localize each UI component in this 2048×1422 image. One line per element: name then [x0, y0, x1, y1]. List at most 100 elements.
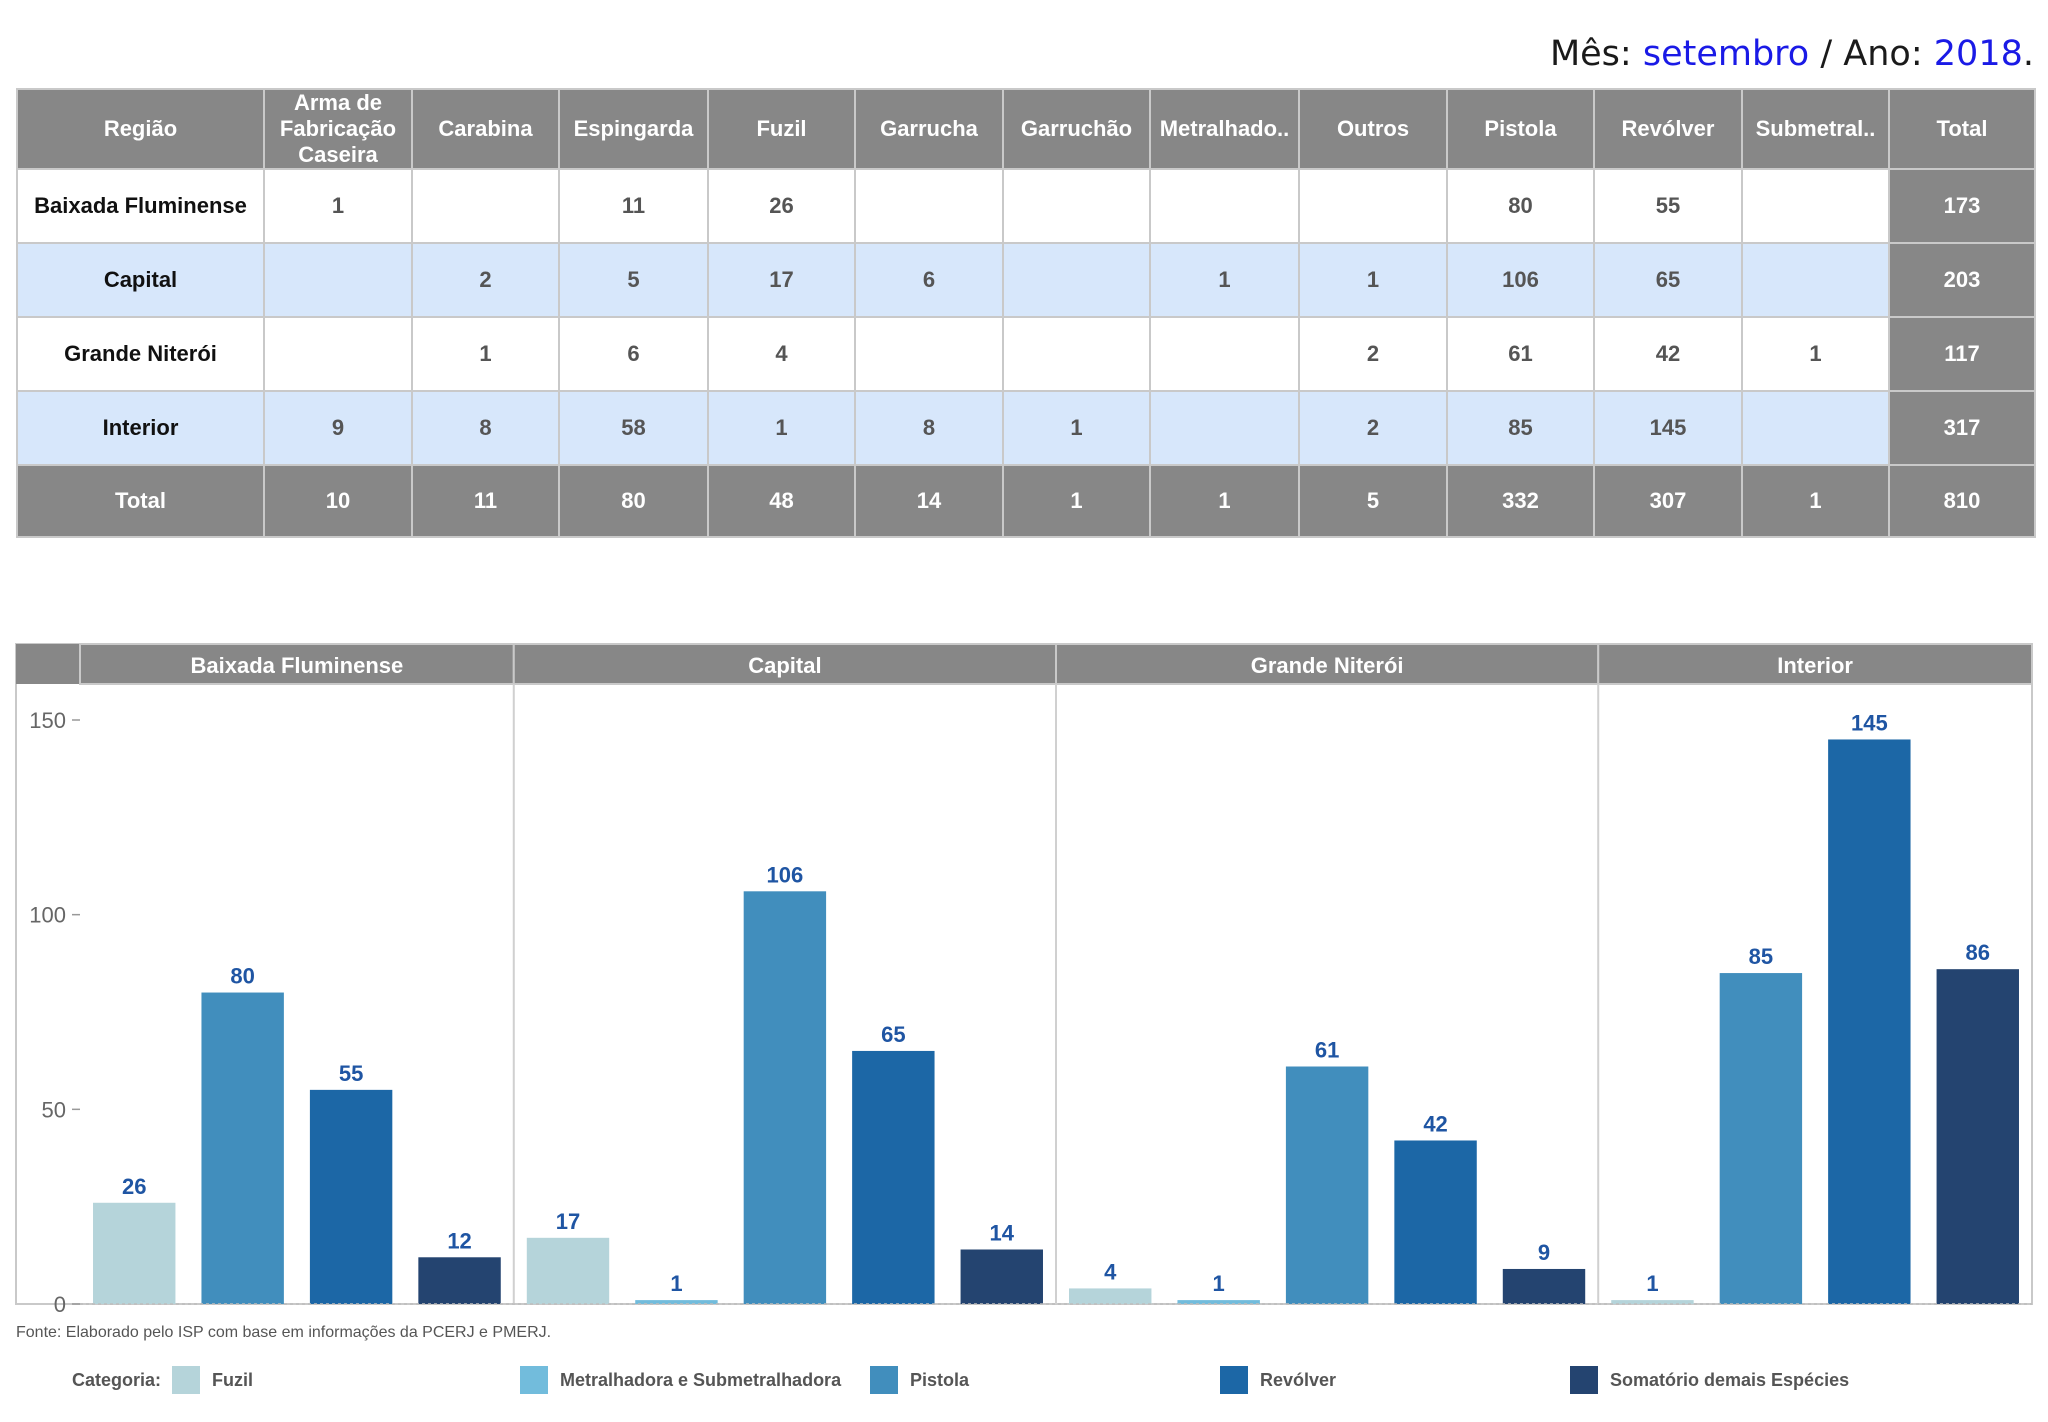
cell: 1 — [1741, 316, 1890, 392]
row-total: 317 — [1888, 390, 2036, 466]
cell: 17 — [707, 242, 856, 318]
legend: Categoria: Fuzil Metralhadora e Submetra… — [0, 1366, 2048, 1396]
table-total-row: Total 10 11 80 48 14 1 1 5 332 307 1 810 — [16, 464, 2036, 538]
bar-value-label: 14 — [990, 1220, 1015, 1245]
cell — [1149, 316, 1300, 392]
cell: 80 — [558, 464, 709, 538]
legend-swatch — [520, 1366, 548, 1394]
cell — [1149, 390, 1300, 466]
bar-grande-niteroi-pistola — [1285, 1066, 1369, 1304]
faceted-bar-chart: 0 50 100 150 Baixada Fluminense 26 80 55 12 Capit… — [0, 640, 2048, 1320]
cell — [411, 168, 560, 244]
y-tick-label: 0 — [54, 1292, 66, 1317]
col-header-submetralhadora: Submetral.. — [1741, 88, 1890, 170]
row-region: Interior — [16, 390, 265, 466]
cell: 2 — [411, 242, 560, 318]
total-row-label: Total — [16, 464, 265, 538]
cell: 11 — [411, 464, 560, 538]
cell: 14 — [854, 464, 1004, 538]
cell: 1 — [1149, 464, 1300, 538]
chart-svg: 0 50 100 150 Baixada Fluminense 26 80 55 12 Capit… — [15, 643, 2033, 1317]
bar-value-label: 85 — [1749, 944, 1773, 969]
y-tick-label: 150 — [29, 708, 66, 733]
legend-label: Somatório demais Espécies — [1610, 1369, 1850, 1390]
cell: 58 — [558, 390, 709, 466]
col-header-espingarda: Espingarda — [558, 88, 709, 170]
cell — [854, 316, 1004, 392]
cell: 4 — [707, 316, 856, 392]
year-label: Ano: — [1843, 34, 1923, 74]
bar-interior-fuzil — [1611, 1300, 1694, 1304]
legend-swatch — [1220, 1366, 1248, 1394]
cell: 1 — [1298, 242, 1448, 318]
bar-baixada-fluminense-fuzil — [93, 1202, 176, 1304]
cell: 6 — [558, 316, 709, 392]
bar-value-label: 61 — [1315, 1038, 1339, 1063]
cell — [263, 242, 413, 318]
bar-grande-niteroi-somatorio-demais-especies — [1502, 1268, 1586, 1304]
cell: 145 — [1593, 390, 1743, 466]
cell — [1002, 316, 1151, 392]
cell: 6 — [854, 242, 1004, 318]
bar-capital-metralhadora-e-submetralhadora — [635, 1300, 718, 1304]
col-header-garrucha: Garrucha — [854, 88, 1004, 170]
cell: 1 — [1002, 390, 1151, 466]
cell: 2 — [1298, 390, 1448, 466]
grand-total: 810 — [1888, 464, 2036, 538]
bar-value-label: 4 — [1104, 1259, 1117, 1284]
cell: 1 — [411, 316, 560, 392]
legend-title: Categoria: — [72, 1370, 162, 1390]
row-total: 173 — [1888, 168, 2036, 244]
facet-strip-grande-niteroi — [1055, 643, 1600, 685]
facet-title-baixada-fluminense: Baixada Fluminense — [191, 653, 404, 678]
cell: 106 — [1446, 242, 1595, 318]
row-region: Baixada Fluminense — [16, 168, 265, 244]
cell — [854, 168, 1004, 244]
row-total: 203 — [1888, 242, 2036, 318]
cell: 48 — [707, 464, 856, 538]
table-row: Interior 9 8 58 1 8 1 2 85 145 317 — [16, 390, 2036, 466]
cell: 2 — [1298, 316, 1448, 392]
cell — [1002, 242, 1151, 318]
legend-label: Pistola — [910, 1369, 970, 1390]
month-value: setembro — [1642, 34, 1810, 74]
cell: 55 — [1593, 168, 1743, 244]
cell: 26 — [707, 168, 856, 244]
cell: 1 — [263, 168, 413, 244]
col-header-metralhadora: Metralhado.. — [1149, 88, 1300, 170]
facet-strip-interior — [1597, 643, 2033, 685]
cell: 5 — [1298, 464, 1448, 538]
bar-value-label: 65 — [881, 1022, 905, 1047]
legend-item-metralhadora: Metralhadora e Submetralhadora — [520, 1366, 841, 1394]
bar-capital-pistola — [743, 891, 827, 1304]
legend-item-somatorio: Somatório demais Espécies — [1570, 1366, 1849, 1394]
facet-strip-capital — [512, 643, 1057, 685]
cell: 42 — [1593, 316, 1743, 392]
cell — [1741, 390, 1890, 466]
y-tick-label: 50 — [42, 1097, 66, 1122]
bar-baixada-fluminense-revolver — [309, 1089, 393, 1304]
cell: 8 — [854, 390, 1004, 466]
period-header: Mês: setembro / Ano: 2018. — [1550, 34, 2034, 74]
table-row: Grande Niterói 1 6 4 2 61 42 1 117 — [16, 316, 2036, 392]
legend-item-fuzil: Fuzil — [172, 1366, 253, 1394]
col-header-outros: Outros — [1298, 88, 1448, 170]
bar-value-label: 86 — [1966, 940, 1990, 965]
cell: 5 — [558, 242, 709, 318]
col-header-total: Total — [1888, 88, 2036, 170]
legend-item-revolver: Revólver — [1220, 1366, 1336, 1394]
row-region: Capital — [16, 242, 265, 318]
bar-baixada-fluminense-pistola — [201, 992, 284, 1304]
year-value: 2018 — [1933, 34, 2023, 74]
cell: 61 — [1446, 316, 1595, 392]
cell — [1741, 168, 1890, 244]
strip-corner — [16, 644, 80, 684]
bar-value-label: 106 — [767, 862, 804, 887]
weapons-table: Região Arma de Fabricação Caseira Carabi… — [16, 88, 2036, 538]
col-header-revolver: Revólver — [1593, 88, 1743, 170]
source-note: Fonte: Elaborado pelo ISP com base em in… — [16, 1324, 552, 1341]
cell: 332 — [1446, 464, 1595, 538]
legend-swatch — [172, 1366, 200, 1394]
cell: 307 — [1593, 464, 1743, 538]
legend-label: Fuzil — [212, 1369, 253, 1390]
